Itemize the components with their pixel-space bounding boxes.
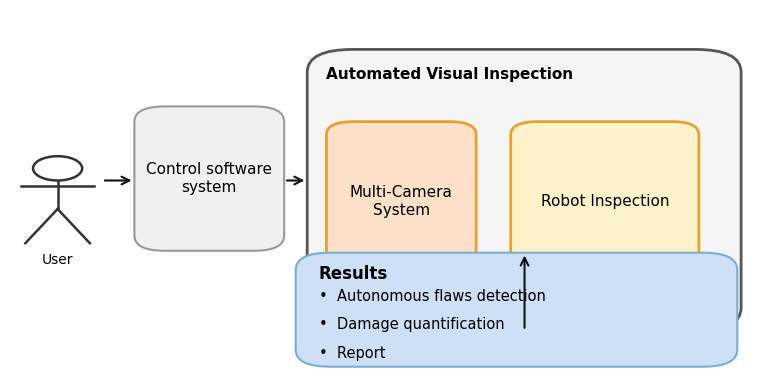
FancyBboxPatch shape (326, 122, 476, 281)
Text: Results: Results (319, 264, 388, 283)
Text: •  Report: • Report (319, 346, 386, 361)
Text: •  Autonomous flaws detection: • Autonomous flaws detection (319, 289, 545, 304)
FancyBboxPatch shape (307, 49, 741, 331)
Text: •  Damage quantification: • Damage quantification (319, 317, 505, 332)
Text: Robot Inspection: Robot Inspection (541, 194, 669, 209)
FancyBboxPatch shape (511, 122, 699, 281)
FancyBboxPatch shape (296, 253, 737, 367)
Text: Automated Visual Inspection: Automated Visual Inspection (326, 66, 574, 82)
Text: User: User (41, 253, 74, 267)
FancyBboxPatch shape (134, 106, 284, 251)
Text: Multi-Camera
System: Multi-Camera System (350, 185, 452, 218)
Text: Control software
system: Control software system (146, 162, 273, 195)
